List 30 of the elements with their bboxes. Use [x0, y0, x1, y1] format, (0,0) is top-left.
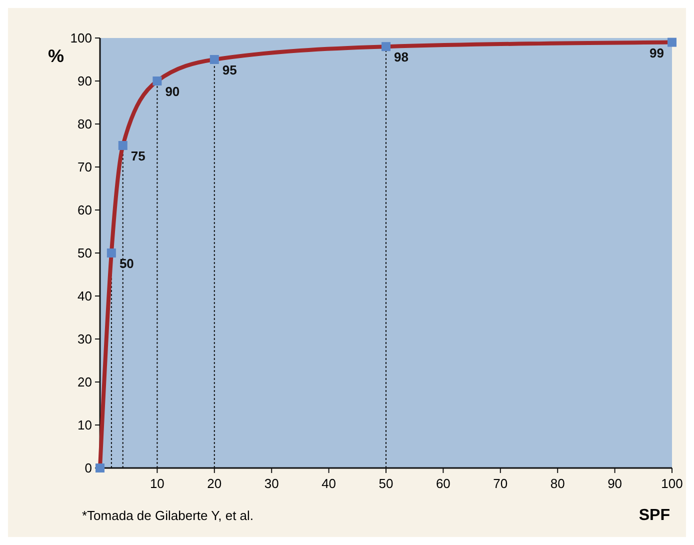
data-label: 95	[222, 62, 237, 78]
x-tick-label: 100	[661, 476, 683, 491]
y-tick-label: 40	[78, 288, 92, 304]
y-tick-label: 60	[78, 202, 92, 218]
y-tick-label: 80	[78, 116, 92, 132]
y-tick-label: 10	[78, 418, 92, 433]
data-label: 99	[650, 45, 664, 60]
y-tick-label: 100	[70, 30, 92, 46]
x-tick-label: 10	[150, 476, 164, 491]
x-tick-label: 60	[436, 476, 450, 491]
text: *Tomada de Gilaberte Y, et al.	[82, 508, 254, 523]
x-tick-label: 90	[608, 476, 622, 491]
y-tick-label: 90	[78, 74, 92, 89]
x-tick-label: 80	[550, 476, 565, 491]
data-label: 75	[130, 148, 146, 164]
x-tick-label: 30	[264, 476, 279, 491]
data-label: 50	[119, 256, 134, 271]
x-tick-label: 20	[207, 476, 222, 491]
y-tick-label: 50	[78, 246, 92, 261]
y-axis-title: %	[48, 46, 64, 66]
y-tick-label: 30	[78, 332, 92, 347]
y-tick-label: 70	[78, 160, 92, 175]
y-tick-label: 0	[84, 460, 92, 476]
data-label: 98	[394, 50, 408, 65]
x-axis-title: SPF	[638, 507, 670, 524]
x-tick-label: 50	[378, 476, 394, 491]
x-tick-label: 70	[493, 476, 508, 491]
y-tick-label: 20	[78, 374, 92, 390]
x-tick-label: 40	[322, 476, 336, 491]
data-label: 90	[165, 84, 180, 99]
